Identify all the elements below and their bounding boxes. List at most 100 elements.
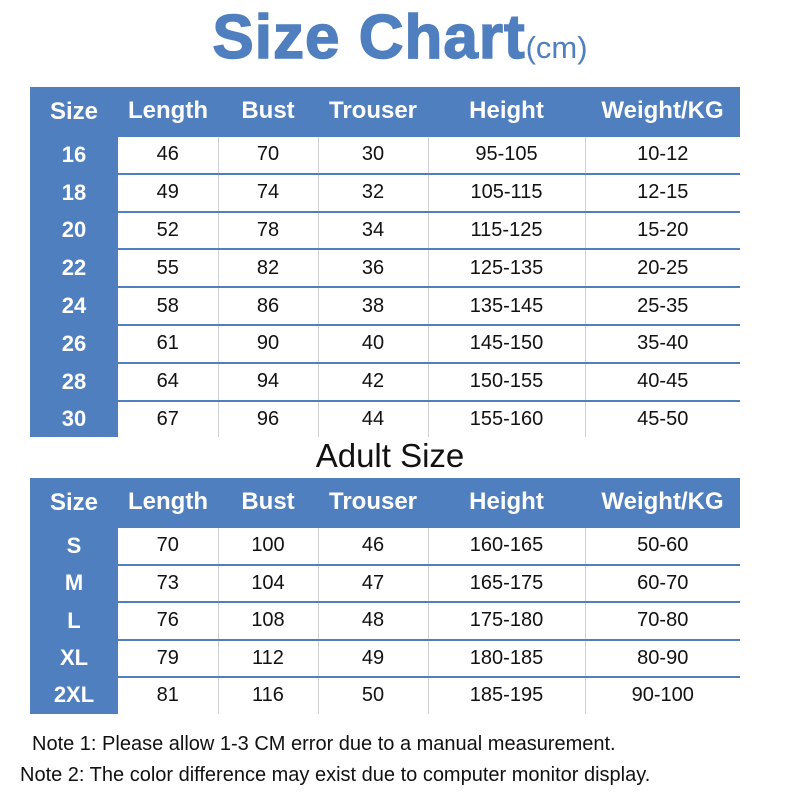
table-cell: 155-160 xyxy=(427,399,585,438)
table-cell: 95-105 xyxy=(427,135,585,174)
size-cell: 28 xyxy=(30,362,118,401)
table-cell: 74 xyxy=(217,172,318,212)
size-cell: M xyxy=(30,564,118,602)
table-cell: 70 xyxy=(217,135,318,174)
table-cell: 49 xyxy=(317,638,428,677)
note-1: Note 1: Please allow 1-3 CM error due to… xyxy=(32,733,616,755)
title-main: Size Chart xyxy=(212,2,526,73)
table-cell: 79 xyxy=(118,638,218,677)
table-cell: 175-180 xyxy=(427,601,585,640)
table-cell: 50 xyxy=(317,676,428,714)
table-cell: 108 xyxy=(217,601,318,640)
table-cell: 86 xyxy=(217,286,318,325)
table-cell: 104 xyxy=(217,563,318,602)
note-2: Note 2: The color difference may exist d… xyxy=(20,764,651,786)
table-cell: 60-70 xyxy=(584,563,740,602)
column-header: Size xyxy=(49,488,99,516)
table-row: 26 61 90 40 145-150 35-40 xyxy=(30,323,740,363)
title-unit: (cm) xyxy=(525,30,588,65)
table-cell: 135-145 xyxy=(427,286,585,325)
column-header: Trouser xyxy=(328,97,418,124)
table-cell: 20-25 xyxy=(584,248,740,288)
column-header: Size xyxy=(49,97,99,125)
table-cell: 96 xyxy=(217,399,318,438)
size-cell: L xyxy=(30,602,118,640)
table-cell: 115-125 xyxy=(427,210,585,250)
table-cell: 36 xyxy=(317,248,428,288)
table-cell: 150-155 xyxy=(427,361,585,401)
table-cell: 45-50 xyxy=(584,399,740,438)
table-cell: 67 xyxy=(118,399,218,438)
table-cell: 116 xyxy=(217,676,318,714)
table-cell: 52 xyxy=(118,210,218,250)
table-cell: 48 xyxy=(317,601,428,640)
table-cell: 25-35 xyxy=(584,286,740,325)
table-cell: 64 xyxy=(118,361,218,401)
size-cell: XL xyxy=(30,639,118,677)
table-cell: 80-90 xyxy=(584,638,740,677)
table-cell: 105-115 xyxy=(427,172,585,212)
table-cell: 125-135 xyxy=(427,248,585,288)
column-header: Trouser xyxy=(328,488,418,515)
column-header: Height xyxy=(469,488,544,515)
header-row: Size Length Bust Trouser Height Weight/KG xyxy=(30,478,740,527)
header-row: Size Length Bust Trouser Height Weight/KG xyxy=(30,87,740,136)
table-cell: 81 xyxy=(118,676,218,714)
column-header: Length xyxy=(128,97,208,124)
table-cell: 61 xyxy=(118,323,218,363)
table-row: 22 55 82 36 125-135 20-25 xyxy=(30,248,740,288)
size-cell: 2XL xyxy=(30,677,118,714)
column-header: Weight/KG xyxy=(601,488,724,515)
page-title: Size Chart(cm) xyxy=(0,2,800,73)
table-cell: 78 xyxy=(217,210,318,250)
adult-size-heading: Adult Size xyxy=(315,437,465,474)
table-row: 2XL 81 116 50 185-195 90-100 xyxy=(30,676,740,714)
size-cell: 26 xyxy=(30,324,118,363)
table-cell: 40-45 xyxy=(584,361,740,401)
kids-size-table: Size Length Bust Trouser Height Weight/KG 16 4… xyxy=(30,87,740,438)
table-cell: 76 xyxy=(118,601,218,640)
size-cell: 20 xyxy=(30,211,118,250)
table-cell: 145-150 xyxy=(427,323,585,363)
table-row: 30 67 96 44 155-160 45-50 xyxy=(30,399,740,438)
table-cell: 185-195 xyxy=(427,676,585,714)
table-cell: 34 xyxy=(317,210,428,250)
table-row: M 73 104 47 165-175 60-70 xyxy=(30,563,740,602)
table-cell: 90 xyxy=(217,323,318,363)
table-cell: 35-40 xyxy=(584,323,740,363)
table-cell: 47 xyxy=(317,563,428,602)
column-header: Weight/KG xyxy=(601,97,724,124)
table-cell: 40 xyxy=(317,323,428,363)
table-cell: 10-12 xyxy=(584,135,740,174)
size-cell: 18 xyxy=(30,173,118,212)
table-cell: 46 xyxy=(317,526,428,565)
table-cell: 90-100 xyxy=(584,676,740,714)
table-cell: 44 xyxy=(317,399,428,438)
column-header: Bust xyxy=(241,488,295,515)
table-cell: 15-20 xyxy=(584,210,740,250)
table-cell: 46 xyxy=(118,135,218,174)
table-row: 28 64 94 42 150-155 40-45 xyxy=(30,361,740,401)
size-cell: 22 xyxy=(30,249,118,288)
column-header: Length xyxy=(128,488,208,515)
table-cell: 100 xyxy=(217,526,318,565)
table-row: 24 58 86 38 135-145 25-35 xyxy=(30,286,740,325)
table-row: XL 79 112 49 180-185 80-90 xyxy=(30,638,740,677)
table-cell: 49 xyxy=(118,172,218,212)
size-cell: 24 xyxy=(30,287,118,325)
table-cell: 73 xyxy=(118,563,218,602)
table-cell: 70 xyxy=(118,526,218,565)
table-cell: 50-60 xyxy=(584,526,740,565)
table-cell: 180-185 xyxy=(427,638,585,677)
table-row: 16 46 70 30 95-105 10-12 xyxy=(30,135,740,174)
size-cell: 30 xyxy=(30,400,118,438)
table-row: S 70 100 46 160-165 50-60 xyxy=(30,526,740,565)
table-row: 20 52 78 34 115-125 15-20 xyxy=(30,210,740,250)
table-cell: 58 xyxy=(118,286,218,325)
table-cell: 55 xyxy=(118,248,218,288)
size-cell: S xyxy=(30,527,118,565)
table-cell: 94 xyxy=(217,361,318,401)
table-cell: 38 xyxy=(317,286,428,325)
table-cell: 30 xyxy=(317,135,428,174)
table-cell: 112 xyxy=(217,638,318,677)
